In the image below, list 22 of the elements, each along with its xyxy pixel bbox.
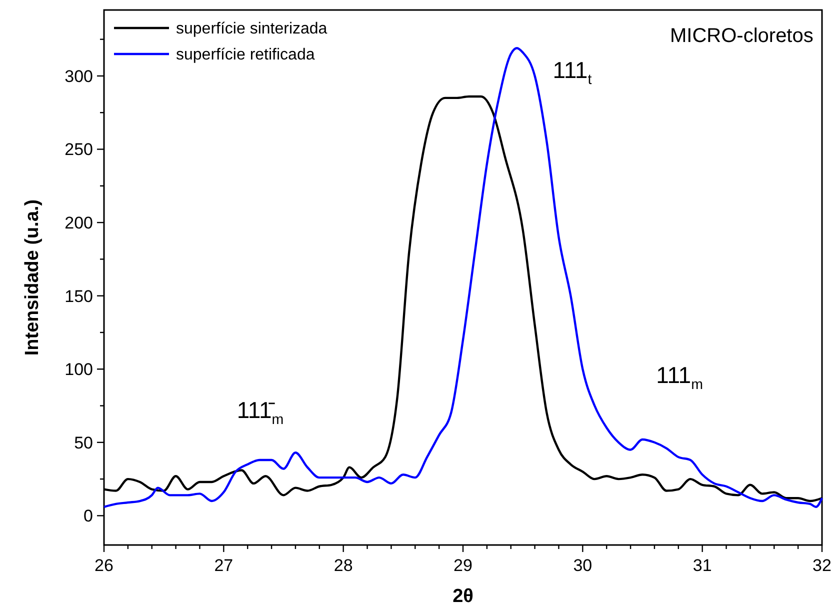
y-tick-label: 150 — [64, 286, 93, 306]
x-tick-label: 28 — [334, 556, 353, 575]
y-tick-label: 200 — [64, 213, 93, 232]
annotation: MICRO-cloretos — [670, 25, 814, 48]
legend-label: superfície sinterizada — [176, 20, 328, 38]
y-tick-label: 50 — [74, 433, 93, 452]
y-tick-label: 0 — [84, 506, 93, 526]
annotation: 111$_{m}$ — [656, 362, 703, 392]
y-tick-label: 300 — [64, 66, 93, 86]
x-tick-label: 27 — [214, 556, 234, 575]
y-axis-title: Intensidade (u.a.) — [22, 199, 43, 356]
y-tick-label: 100 — [64, 360, 93, 380]
annotation: 111$_{t}$ — [552, 56, 592, 88]
x-tick-label: 26 — [94, 556, 114, 575]
x-tick-label: 29 — [454, 556, 472, 575]
legend-label: superfície retificada — [176, 46, 315, 64]
x-tick-label: 32 — [812, 556, 832, 575]
x-tick-label: 31 — [692, 556, 712, 575]
x-axis-title: 2θ — [452, 586, 474, 607]
annotation: 111̄$_{m}$ — [236, 397, 284, 428]
x-tick-label: 30 — [573, 556, 592, 575]
y-tick-label: 250 — [64, 140, 93, 160]
